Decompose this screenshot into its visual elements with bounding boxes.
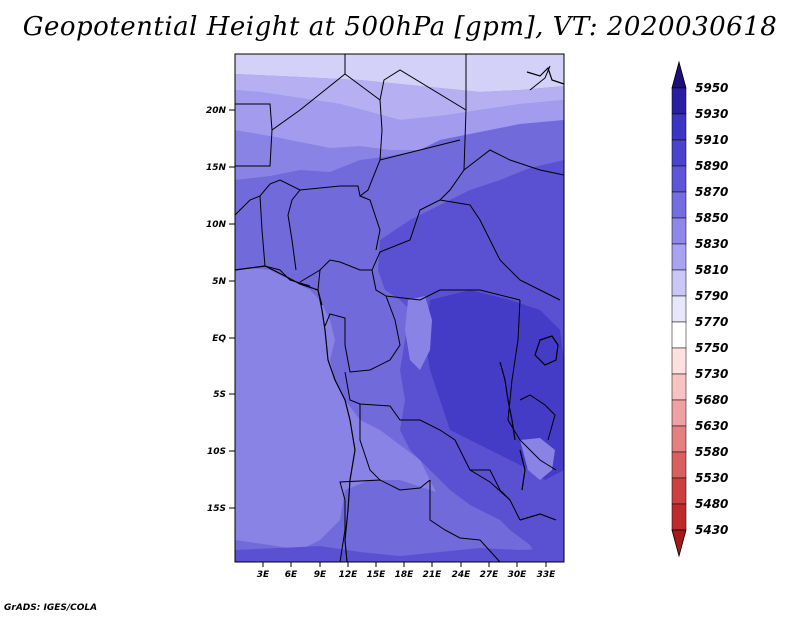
svg-text:10N: 10N bbox=[206, 220, 227, 230]
colorbar-label: 5810 bbox=[695, 263, 728, 277]
svg-text:EQ: EQ bbox=[212, 334, 226, 344]
colorbar-label: 5480 bbox=[695, 497, 728, 511]
svg-text:3E: 3E bbox=[257, 570, 270, 580]
x-tick-3e: 3E bbox=[257, 562, 270, 580]
svg-text:27E: 27E bbox=[480, 570, 500, 580]
colorbar-segment bbox=[671, 503, 687, 531]
svg-text:15E: 15E bbox=[367, 570, 387, 580]
colorbar-label: 5580 bbox=[695, 445, 728, 459]
svg-text:33E: 33E bbox=[537, 570, 557, 580]
coastlines bbox=[234, 66, 565, 563]
svg-text:24E: 24E bbox=[452, 570, 472, 580]
y-tick-5s: 5S bbox=[213, 390, 235, 400]
contour-fill-5890-south bbox=[235, 546, 564, 562]
colorbar-segment bbox=[671, 217, 687, 245]
x-tick-30e: 30E bbox=[508, 562, 528, 580]
colorbar-segment bbox=[671, 165, 687, 193]
contour-fill-5870-south bbox=[235, 480, 520, 562]
contour-fill-5810 bbox=[235, 74, 564, 120]
map-panel bbox=[234, 53, 565, 563]
svg-text:12E: 12E bbox=[339, 570, 359, 580]
svg-text:21E: 21E bbox=[423, 570, 443, 580]
y-tick-15s: 15S bbox=[207, 504, 235, 514]
colorbar-segment bbox=[671, 399, 687, 427]
x-tick-27e: 27E bbox=[480, 562, 500, 580]
y-tick-10s: 10S bbox=[207, 447, 235, 457]
colorbar-segment bbox=[671, 477, 687, 505]
colorbar-segment bbox=[671, 269, 687, 297]
colorbar-label: 5430 bbox=[695, 523, 728, 537]
x-tick-33e: 33E bbox=[537, 562, 557, 580]
contour-fill-5850-sw bbox=[235, 330, 345, 550]
svg-text:15N: 15N bbox=[206, 163, 227, 173]
contour-fill-5910 bbox=[425, 290, 564, 480]
colorbar-segment bbox=[671, 295, 687, 323]
colorbar-label: 5870 bbox=[695, 185, 728, 199]
svg-text:20N: 20N bbox=[206, 106, 227, 116]
x-tick-18e: 18E bbox=[395, 562, 415, 580]
y-tick-10n: 10N bbox=[206, 220, 235, 230]
colorbar-label: 5930 bbox=[695, 107, 728, 121]
svg-text:5S: 5S bbox=[213, 390, 226, 400]
y-tick-15n: 15N bbox=[206, 163, 235, 173]
colorbar-bottom-arrow bbox=[671, 529, 687, 558]
x-tick-12e: 12E bbox=[339, 562, 359, 580]
colorbar-label: 5850 bbox=[695, 211, 728, 225]
contour-fill-5830 bbox=[235, 90, 564, 150]
colorbar-segment bbox=[671, 191, 687, 219]
x-axis: 3E 6E 9E 12E 15E 18E 21E 24E 27E 30E 33E bbox=[257, 562, 556, 580]
x-tick-24e: 24E bbox=[452, 562, 472, 580]
x-tick-15e: 15E bbox=[367, 562, 387, 580]
colorbar-label: 5910 bbox=[695, 133, 728, 147]
colorbar-label: 5830 bbox=[695, 237, 728, 251]
colorbar-label: 5680 bbox=[695, 393, 728, 407]
svg-text:15S: 15S bbox=[207, 504, 226, 514]
x-tick-21e: 21E bbox=[423, 562, 443, 580]
svg-text:5N: 5N bbox=[212, 277, 226, 287]
svg-text:6E: 6E bbox=[285, 570, 298, 580]
y-tick-5n: 5N bbox=[212, 277, 235, 287]
colorbar-label: 5730 bbox=[695, 367, 728, 381]
colorbar-label: 5750 bbox=[695, 341, 728, 355]
x-tick-9e: 9E bbox=[314, 562, 327, 580]
colorbar-segment bbox=[671, 321, 687, 349]
colorbar: 5950 5930 5910 5890 5870 5850 5830 5810 5790 5770… bbox=[671, 60, 728, 558]
contour-fill-5850-congo bbox=[405, 296, 432, 370]
y-axis: 20N 15N 10N 5N EQ 5S 10S 15S bbox=[206, 106, 235, 514]
colorbar-segment bbox=[671, 425, 687, 453]
colorbar-label: 5950 bbox=[695, 81, 728, 95]
colorbar-label: 5530 bbox=[695, 471, 728, 485]
y-tick-20n: 20N bbox=[206, 106, 235, 116]
colorbar-top-arrow bbox=[671, 60, 687, 89]
colorbar-segment bbox=[671, 87, 687, 115]
svg-text:18E: 18E bbox=[395, 570, 415, 580]
svg-text:30E: 30E bbox=[508, 570, 528, 580]
svg-text:9E: 9E bbox=[314, 570, 327, 580]
svg-text:10S: 10S bbox=[207, 447, 226, 457]
colorbar-segment bbox=[671, 139, 687, 167]
colorbar-segment bbox=[671, 451, 687, 479]
grads-credit: GrADS: IGES/COLA bbox=[4, 603, 98, 613]
colorbar-segment bbox=[671, 243, 687, 271]
colorbar-label: 5770 bbox=[695, 315, 728, 329]
colorbar-label: 5630 bbox=[695, 419, 728, 433]
y-tick-eq: EQ bbox=[212, 334, 235, 344]
colorbar-segment bbox=[671, 347, 687, 375]
colorbar-label: 5790 bbox=[695, 289, 728, 303]
map-title: Geopotential Height at 500hPa [gpm], VT:… bbox=[22, 12, 778, 42]
x-tick-6e: 6E bbox=[285, 562, 298, 580]
colorbar-label: 5890 bbox=[695, 159, 728, 173]
map-frame bbox=[234, 53, 565, 563]
colorbar-segment bbox=[671, 113, 687, 141]
contour-fill-5790 bbox=[235, 54, 564, 92]
colorbar-segment bbox=[671, 373, 687, 401]
